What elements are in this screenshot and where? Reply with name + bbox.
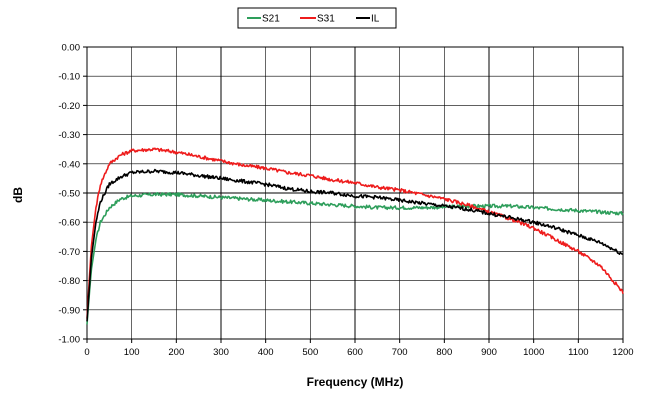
legend-label-il: IL — [371, 14, 380, 25]
x-tick-label: 1200 — [612, 347, 633, 358]
y-tick-label: -0.30 — [58, 130, 80, 141]
series-line-il — [86, 168, 624, 322]
series-line-s31 — [86, 147, 624, 319]
x-tick-label: 800 — [436, 347, 452, 358]
y-tick-label: -0.80 — [58, 276, 80, 287]
y-tick-label: -0.70 — [58, 247, 80, 258]
y-tick-label: -0.40 — [58, 159, 80, 170]
y-tick-label: -1.00 — [58, 335, 80, 346]
x-tick-label: 0 — [84, 347, 89, 358]
legend-label-s21: S21 — [262, 14, 280, 25]
y-tick-label: -0.50 — [58, 189, 80, 200]
x-tick-label: 600 — [347, 347, 363, 358]
y-tick-label: -0.20 — [58, 101, 80, 112]
series-line-s21 — [86, 192, 624, 325]
legend: S21 S31 IL — [237, 7, 397, 29]
x-tick-label: 100 — [124, 347, 140, 358]
x-tick-labels: 0 100 200 300 400 500 600 700 800 900 1000 1100 1200 — [84, 347, 633, 358]
series-lines — [86, 147, 624, 325]
x-tick-label: 500 — [302, 347, 318, 358]
x-tick-label: 1000 — [523, 347, 544, 358]
x-axis-label: Frequency (MHz) — [307, 375, 404, 389]
x-tick-label: 900 — [481, 347, 497, 358]
y-tick-label: -0.10 — [58, 72, 80, 83]
y-tick-label: -0.60 — [58, 218, 80, 229]
x-tick-label: 1100 — [568, 347, 588, 358]
x-tick-label: 400 — [258, 347, 274, 358]
legend-box — [237, 7, 397, 29]
x-tick-label: 300 — [213, 347, 229, 358]
axes — [83, 46, 624, 343]
y-tick-labels: 0.00 -0.10 -0.20 -0.30 -0.40 -0.50 -0.60 -0.70 -… — [58, 43, 80, 346]
y-tick-label: -0.90 — [58, 305, 80, 316]
y-axis-label: dB — [11, 187, 25, 203]
x-tick-label: 200 — [168, 347, 184, 358]
legend-label-s31: S31 — [317, 14, 335, 25]
y-tick-label: 0.00 — [62, 43, 81, 54]
x-tick-label: 700 — [392, 347, 408, 358]
